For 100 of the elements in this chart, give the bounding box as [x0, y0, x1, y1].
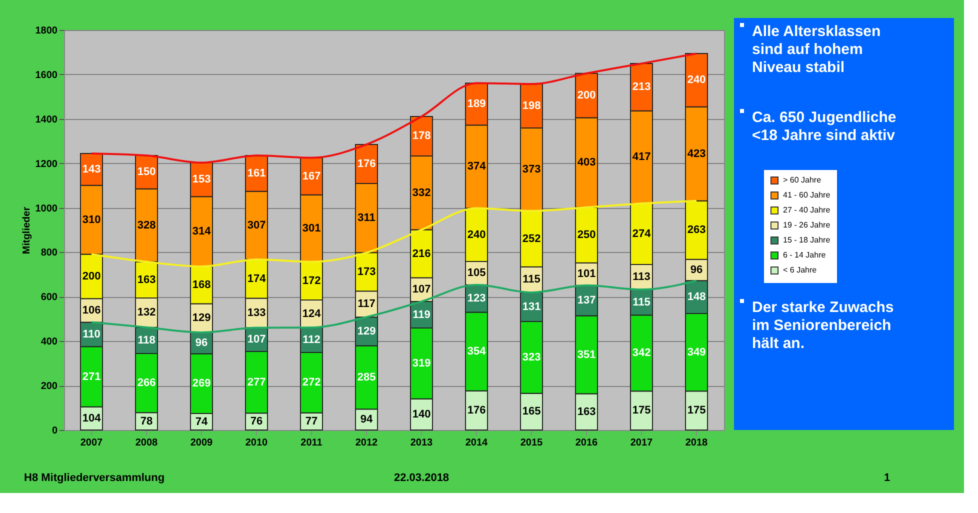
data-label: 175	[687, 404, 706, 417]
data-label: 165	[522, 406, 541, 418]
data-label: 119	[412, 308, 430, 321]
data-label: 423	[687, 148, 706, 160]
x-tick-label: 2010	[245, 438, 268, 448]
data-label: 332	[412, 186, 431, 199]
data-label: 153	[192, 174, 211, 186]
data-label: 115	[632, 296, 650, 308]
data-label: 115	[522, 274, 540, 286]
data-label: 323	[522, 351, 541, 364]
data-label: 349	[687, 346, 706, 358]
data-label: 104	[82, 412, 102, 424]
y-tick-label: 200	[40, 381, 58, 392]
data-label: 252	[522, 232, 541, 245]
data-label: 168	[192, 279, 211, 292]
data-label: 403	[577, 156, 596, 169]
data-label: 117	[358, 298, 376, 310]
data-label: 310	[82, 214, 101, 226]
data-label: 351	[577, 348, 596, 361]
data-label: 178	[412, 130, 431, 142]
data-label: 263	[687, 224, 706, 236]
y-axis-title: Mitglieder	[21, 206, 32, 254]
legend-label: < 6 Jahre	[783, 266, 818, 274]
y-tick-label: 1600	[35, 70, 58, 81]
data-label: 285	[357, 371, 376, 384]
data-label: 140	[412, 408, 431, 420]
data-label: 163	[577, 406, 596, 418]
data-label: 74	[195, 416, 208, 428]
data-label: 198	[522, 100, 541, 112]
data-label: 129	[192, 312, 211, 324]
y-tick-label: 1000	[35, 203, 58, 214]
x-tick-label: 2013	[410, 438, 434, 448]
data-label: 163	[137, 274, 156, 286]
data-label: 172	[302, 274, 321, 287]
y-tick-label: 800	[40, 248, 58, 259]
data-label: 96	[195, 337, 208, 350]
data-label: 328	[137, 219, 156, 232]
x-tick-label: 2016	[575, 438, 598, 448]
text: H8 Mitgliederversammlung	[24, 472, 165, 484]
text: Ca. 650 Jugendliche <18 Jahre sind aktiv	[752, 109, 896, 144]
data-label: 148	[687, 291, 706, 304]
y-tick-label: 1400	[35, 114, 58, 126]
data-label: 132	[137, 306, 156, 319]
data-label: 106	[82, 304, 101, 316]
data-label: 78	[140, 415, 153, 428]
data-label: 354	[467, 346, 487, 358]
data-label: 107	[247, 334, 266, 346]
text: 1	[884, 472, 890, 484]
text: Der starke Zuwachs im Seniorenbereich hält an.	[752, 299, 894, 352]
legend-label: 41 - 60 Jahre	[783, 190, 831, 200]
y-tick-label: 1800	[35, 26, 58, 36]
data-label: 269	[192, 378, 211, 390]
y-tick-label: 600	[40, 292, 58, 304]
data-label: 137	[577, 294, 596, 307]
data-label: 101	[577, 268, 596, 280]
data-label: 240	[687, 74, 706, 86]
data-label: 96	[690, 264, 703, 276]
data-label: 272	[302, 376, 321, 389]
data-label: 200	[82, 270, 101, 282]
data-label: 118	[138, 334, 156, 346]
data-label: 319	[412, 357, 431, 370]
x-tick-label: 2012	[355, 438, 378, 448]
x-tick-label: 2009	[190, 438, 214, 448]
y-tick-label: 400	[40, 336, 58, 348]
data-label: 113	[632, 271, 650, 283]
y-tick-label: 1200	[35, 158, 58, 170]
data-label: 213	[632, 81, 651, 94]
data-label: 129	[357, 325, 376, 338]
data-label: 76	[250, 416, 263, 428]
data-label: 417	[632, 151, 651, 164]
legend-label: 19 - 26 Jahre	[783, 220, 831, 230]
data-label: 176	[357, 158, 376, 170]
data-label: 107	[412, 284, 431, 296]
x-tick-label: 2017	[630, 438, 654, 448]
data-label: 123	[467, 292, 486, 305]
data-label: 133	[247, 307, 266, 319]
data-label: 174	[247, 272, 267, 285]
x-tick-label: 2008	[135, 438, 158, 448]
text: Alle Altersklassen sind auf hohem Niveau stabil	[752, 23, 881, 76]
data-label: 176	[467, 404, 486, 416]
data-label: 189	[467, 98, 486, 110]
data-label: 373	[522, 163, 541, 176]
data-label: 240	[467, 228, 486, 241]
data-label: 161	[247, 167, 266, 180]
data-label: 266	[137, 377, 156, 390]
x-tick-label: 2011	[300, 438, 323, 448]
x-tick-label: 2018	[685, 438, 708, 448]
y-tick-label: 0	[52, 426, 58, 436]
data-label: 167	[302, 170, 321, 182]
data-label: 307	[247, 219, 266, 232]
data-label: 94	[360, 414, 374, 426]
data-label: 131	[522, 301, 541, 313]
data-label: 277	[247, 376, 266, 388]
data-label: 314	[192, 226, 212, 238]
x-tick-label: 2007	[80, 438, 104, 448]
data-label: 143	[82, 163, 101, 176]
legend-label: > 60 Jahre	[783, 176, 822, 184]
data-label: 342	[632, 347, 651, 360]
legend-label: 27 - 40 Jahre	[783, 206, 831, 214]
data-label: 200	[577, 90, 596, 102]
